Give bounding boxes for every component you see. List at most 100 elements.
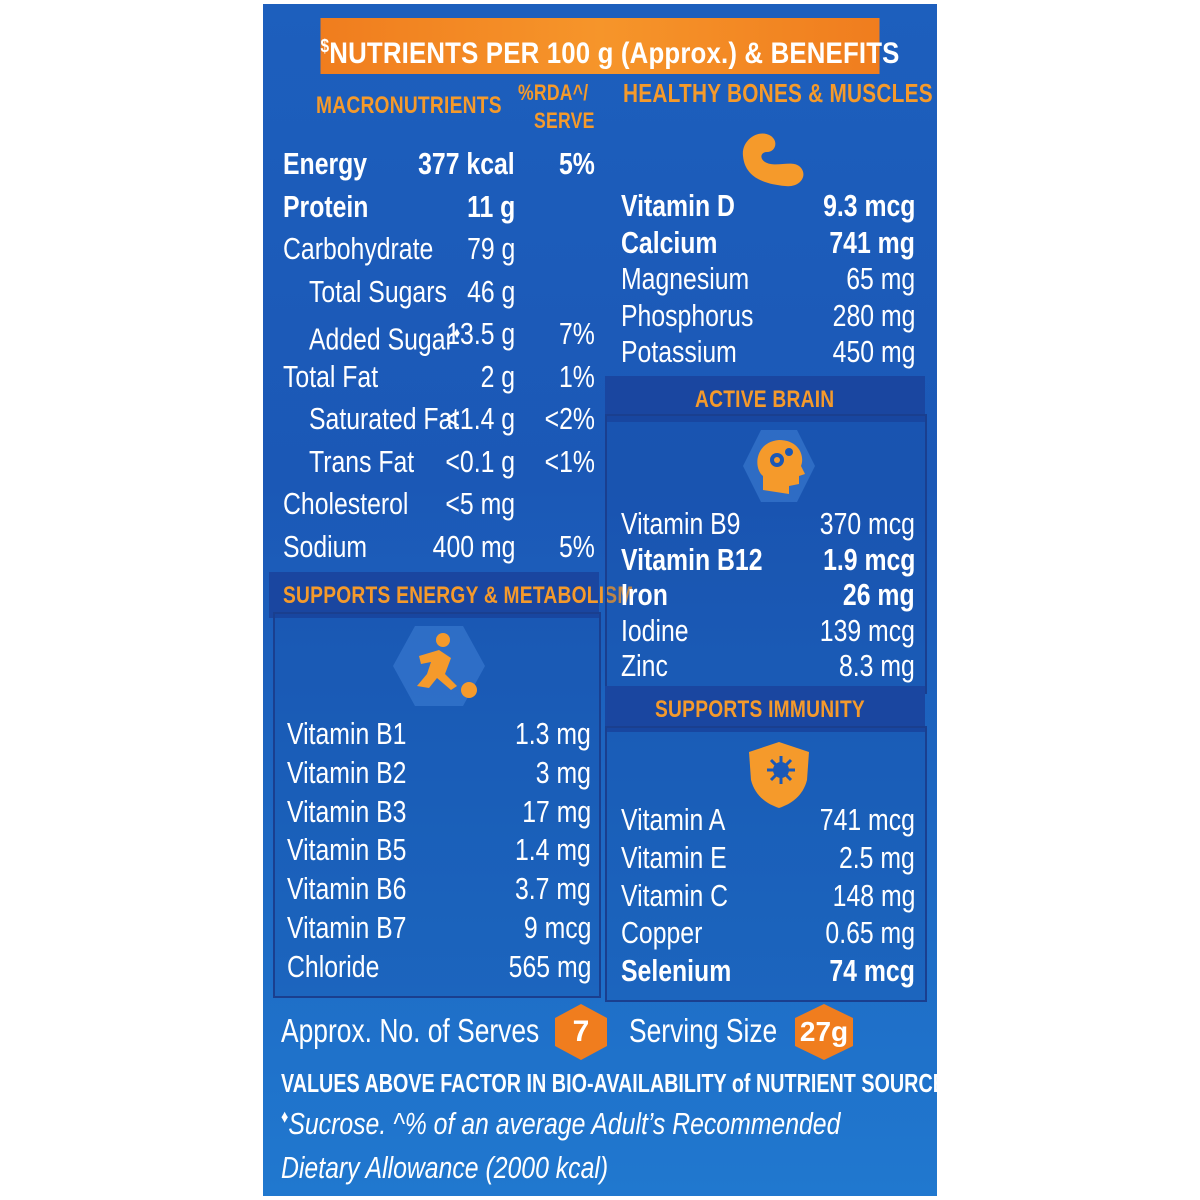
energy-row-name: Vitamin B7 [287, 910, 407, 945]
immunity-row: Vitamin E 2.5 mg [621, 838, 915, 878]
immunity-heading: SUPPORTS IMMUNITY [655, 696, 865, 723]
energy-row-name: Vitamin B2 [287, 754, 407, 790]
serves-count-badge: 7 [555, 1004, 607, 1060]
flexed-arm-icon [742, 133, 804, 187]
energy-row-value: 9 mcg [523, 910, 591, 945]
macro-row-name: Added Sugar♦ [309, 314, 460, 359]
brain-heading: ACTIVE BRAIN [695, 386, 835, 413]
macro-row-name-text: Total Sugars [309, 273, 447, 309]
immunity-row-name: Vitamin E [621, 839, 727, 875]
macro-row-name-text: Total Fat [283, 358, 379, 394]
macro-row: Trans Fat <0.1 g <1% [309, 442, 595, 482]
energy-row-name: Vitamin B5 [287, 832, 407, 868]
macro-row: Total Fat 2 g 1% [283, 357, 595, 397]
macro-row-value: 11 g [466, 188, 515, 224]
energy-row-name: Vitamin B3 [287, 793, 407, 829]
bones-row-name: Magnesium [621, 261, 750, 296]
macro-row-name-text: Cholesterol [283, 486, 409, 521]
energy-row: Vitamin B7 9 mcg [287, 908, 591, 948]
rda-heading-line1: %RDA^/ [518, 80, 589, 105]
macro-row-name-text: Protein [283, 188, 369, 224]
energy-row: Chloride 565 mg [287, 947, 591, 987]
bones-row-value: 450 mg [832, 334, 915, 369]
serving-size-label: Serving Size [629, 1012, 778, 1049]
bones-row: Phosphorus 280 mg [621, 296, 915, 336]
macro-row-name: Protein [283, 187, 368, 227]
immunity-heading-bar [605, 686, 925, 732]
serving-size-badge: 27g [795, 1004, 853, 1060]
footnote-mark: ♦ [281, 1106, 289, 1127]
energy-row-value: 1.3 mg [515, 716, 591, 751]
energy-row-value: 1.4 mg [515, 832, 591, 868]
macro-row-name: Sodium [283, 527, 367, 567]
bones-row: Calcium 741 mg [621, 223, 915, 263]
immunity-row: Copper 0.65 mg [621, 913, 915, 953]
football-player-icon [393, 626, 485, 706]
energy-row: Vitamin B6 3.7 mg [287, 869, 591, 909]
macro-row-name: Total Fat [283, 357, 378, 397]
macro-row-name-text: Carbohydrate [283, 231, 434, 266]
macro-row-name-text: Trans Fat [309, 443, 415, 479]
bones-row-value: 9.3 mcg [822, 188, 915, 223]
macro-row-value: 2 g [480, 358, 515, 394]
brain-row-value: 139 mcg [819, 612, 915, 648]
brain-row: Zinc 8.3 mg [621, 646, 915, 686]
macro-row-value: 46 g [466, 273, 515, 309]
bones-row: Potassium 450 mg [621, 332, 915, 372]
nutrition-panel: $NUTRIENTS PER 100 g (Approx.) & BENEFIT… [263, 4, 937, 1196]
footnote-sucrose-text: Sucrose. ^% of an average Adult’s Recomm… [288, 1106, 841, 1141]
macro-row-name: Cholesterol [283, 484, 408, 524]
brain-row-name: Vitamin B9 [621, 506, 741, 541]
brain-row: Vitamin B12 1.9 mcg [621, 540, 915, 580]
macro-row-rda: 5% [559, 146, 595, 181]
serves-label: Approx. No. of Serves [281, 1012, 540, 1049]
title-band: $NUTRIENTS PER 100 g (Approx.) & BENEFIT… [320, 18, 899, 74]
immunity-row-value: 0.65 mg [825, 915, 915, 951]
macro-row-value: <0.1 g [445, 443, 515, 479]
brain-row: Iron 26 mg [621, 575, 915, 615]
immunity-row-value: 74 mcg [829, 953, 915, 989]
brain-row-name: Vitamin B12 [621, 541, 763, 577]
bones-row-value: 280 mg [832, 297, 915, 333]
macro-row-rda: 5% [559, 528, 595, 564]
macro-row: Cholesterol <5 mg [283, 484, 515, 524]
footnote-bioavailability: VALUES ABOVE FACTOR IN BIO-AVAILABILITY … [281, 1068, 937, 1098]
bones-heading: HEALTHY BONES & MUSCLES [623, 78, 933, 108]
immunity-row-value: 741 mcg [819, 802, 915, 837]
footnote-sucrose: ♦Sucrose. ^% of an average Adult’s Recom… [281, 1106, 840, 1142]
immunity-row: Vitamin C 148 mg [621, 876, 915, 916]
added-sugar-mark: ♦ [453, 325, 461, 342]
immunity-row-name: Selenium [621, 953, 732, 989]
immunity-row-value: 148 mg [832, 877, 915, 913]
energy-row: Vitamin B3 17 mg [287, 792, 591, 832]
brain-row-name: Zinc [621, 648, 668, 683]
macro-row: Saturated Fat <1.4 g <2% [309, 399, 595, 439]
macro-row-value: 79 g [466, 231, 515, 266]
macro-row-name-text: Sodium [283, 528, 368, 564]
macro-row-name: Saturated Fat [309, 399, 459, 439]
head-gears-icon [743, 430, 815, 502]
rda-heading-line2: SERVE [534, 108, 595, 133]
immunity-row-value: 2.5 mg [839, 839, 915, 875]
macro-row-value: 13.5 g [446, 316, 515, 351]
immunity-row-name: Copper [621, 915, 703, 951]
bones-row-value: 741 mg [829, 224, 915, 260]
brain-row-value: 1.9 mcg [822, 541, 915, 577]
energy-heading-bar [269, 572, 599, 618]
immunity-row: Vitamin A 741 mcg [621, 800, 915, 840]
macro-row-rda: <2% [544, 401, 595, 436]
energy-row-name: Chloride [287, 948, 380, 984]
immunity-row-name: Vitamin C [621, 877, 729, 913]
energy-row: Vitamin B1 1.3 mg [287, 714, 591, 754]
macro-row-rda: 1% [559, 358, 595, 394]
macronutrients-heading: MACRONUTRIENTS [316, 92, 502, 119]
macro-row-value: <5 mg [445, 486, 515, 521]
bones-row-name: Calcium [621, 224, 718, 260]
macro-row: Protein 11 g [283, 187, 515, 227]
macro-row-name: Total Sugars [309, 272, 447, 312]
brain-row: Vitamin B9 370 mcg [621, 504, 915, 544]
energy-row: Vitamin B5 1.4 mg [287, 830, 591, 870]
macro-row: Total Sugars 46 g [309, 272, 515, 312]
immunity-row-name: Vitamin A [621, 802, 726, 837]
panel-title: NUTRIENTS PER 100 g (Approx.) & BENEFITS [329, 37, 900, 70]
